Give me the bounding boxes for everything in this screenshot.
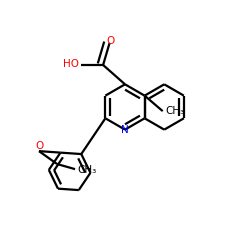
Text: HO: HO bbox=[64, 60, 80, 70]
Text: O: O bbox=[35, 142, 43, 152]
Text: N: N bbox=[121, 125, 129, 135]
Text: CH₃: CH₃ bbox=[166, 106, 185, 116]
Text: CH₃: CH₃ bbox=[78, 166, 97, 175]
Text: O: O bbox=[107, 36, 115, 46]
